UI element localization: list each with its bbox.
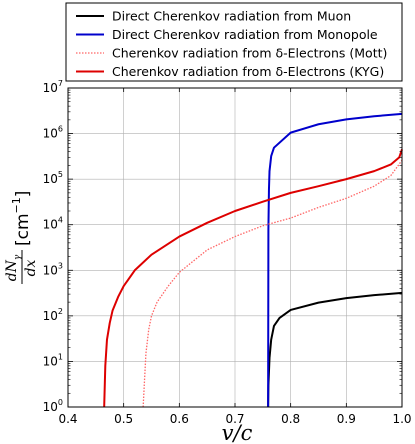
y-tick-label: 104 [43, 216, 63, 232]
y-tick-label: 105 [43, 170, 63, 186]
legend-box [65, 2, 403, 82]
series-line-3 [142, 159, 403, 408]
y-label-numerator: dNγ [4, 254, 23, 281]
x-axis-label: v/c [222, 421, 253, 444]
x-tick-label: 0.4 [58, 412, 77, 426]
legend-label-4: Cherenkov radiation from δ-Electrons (KY… [112, 64, 384, 79]
y-label-unit: [cm−1] [10, 191, 33, 246]
series-line-2 [267, 112, 403, 408]
y-axis-label: dNγ dx [cm−1] [4, 191, 39, 284]
x-tick-label: 0.8 [281, 412, 300, 426]
y-tick-label: 107 [43, 79, 63, 95]
y-tick-label: 101 [43, 352, 63, 368]
y-tick-label: 103 [43, 261, 63, 277]
legend: Direct Cherenkov radiation from Muon Dire… [65, 2, 403, 82]
legend-label-3: Cherenkov radiation from δ-Electrons (Mo… [112, 46, 387, 61]
x-tick-label: 0.7 [225, 412, 244, 426]
x-tick-label: 0.6 [170, 412, 189, 426]
series-line-1 [267, 291, 403, 408]
y-label-denominator: dx [23, 259, 39, 276]
series-layer [103, 112, 403, 408]
series-line-4 [103, 149, 403, 408]
y-tick-label: 106 [43, 125, 63, 141]
x-tick-label: 0.5 [114, 412, 133, 426]
y-tick-label: 100 [43, 398, 63, 414]
legend-label-1: Direct Cherenkov radiation from Muon [112, 9, 351, 24]
x-tick-label: 0.9 [337, 412, 356, 426]
legend-label-2: Direct Cherenkov radiation from Monopole [112, 27, 378, 42]
x-axis-ticks: 0.4 0.5 0.6 0.7 0.8 0.9 1.0 [58, 88, 412, 426]
y-axis-ticks: 100 101 102 103 104 105 106 107 [43, 79, 402, 414]
x-tick-label: 1.0 [392, 412, 411, 426]
y-tick-label: 102 [43, 307, 63, 323]
